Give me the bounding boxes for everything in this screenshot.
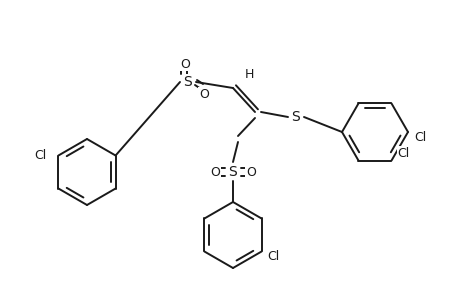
Text: O: O — [246, 166, 255, 178]
Text: O: O — [199, 88, 208, 100]
Text: O: O — [210, 166, 219, 178]
Text: Cl: Cl — [267, 250, 279, 263]
Text: O: O — [179, 58, 190, 70]
Text: Cl: Cl — [397, 147, 409, 160]
Text: S: S — [291, 110, 300, 124]
Text: S: S — [228, 165, 237, 179]
Text: Cl: Cl — [413, 130, 425, 143]
Text: S: S — [183, 75, 192, 89]
Text: Cl: Cl — [34, 149, 46, 162]
Text: H: H — [244, 68, 253, 80]
